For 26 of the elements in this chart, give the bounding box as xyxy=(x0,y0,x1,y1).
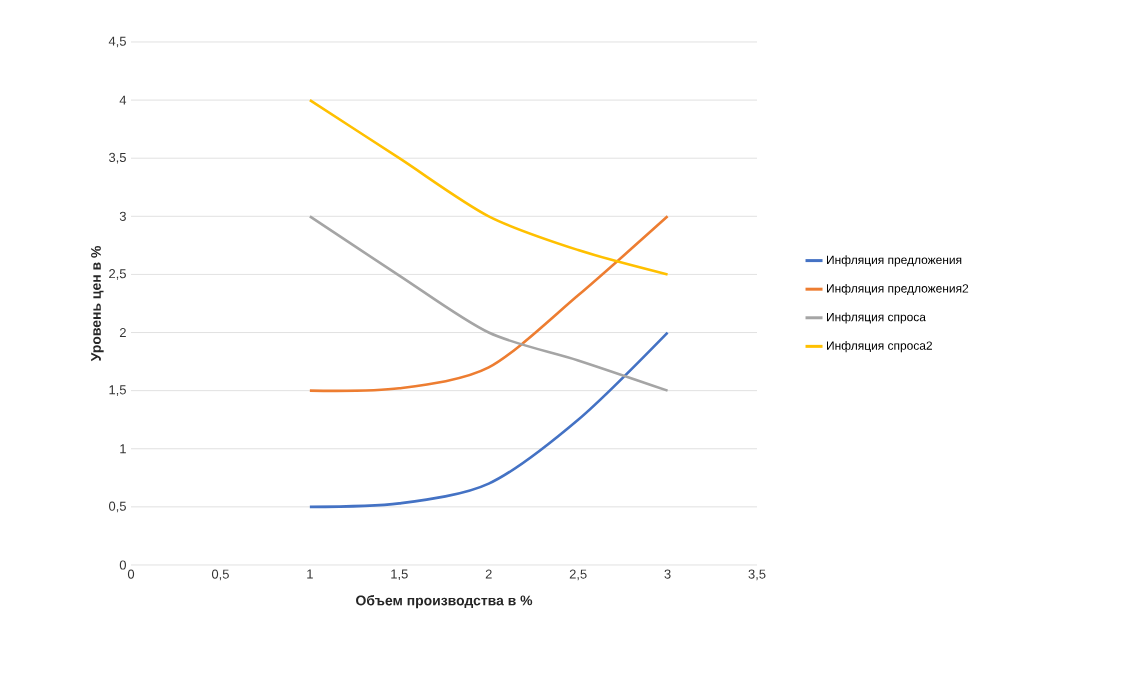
y-tick-label: 2 xyxy=(119,328,126,338)
line-series xyxy=(308,331,669,509)
x-tick-label: 0,5 xyxy=(211,569,229,581)
legend-label: Инфляция спроса xyxy=(827,312,926,324)
x-tick-label: 2 xyxy=(485,569,492,579)
x-tick-label: 3,5 xyxy=(748,569,766,581)
y-tick-label: 0,5 xyxy=(108,501,126,513)
y-tick-label: 2,5 xyxy=(109,269,126,280)
y-axis-title: Уровень цен в % xyxy=(91,246,104,362)
y-tick-label: 3,5 xyxy=(108,152,126,164)
y-tick-label: 1,5 xyxy=(109,385,126,396)
y-tick-label: 3 xyxy=(119,211,126,221)
legend-label: Инфляция предложения xyxy=(827,255,962,267)
y-tick-label: 4,5 xyxy=(108,36,126,48)
x-tick-label: 3 xyxy=(664,569,671,579)
x-tick-label: 1,5 xyxy=(391,569,408,581)
legend-label: Инфляция предложения2 xyxy=(827,283,969,296)
y-tick-label: 1 xyxy=(120,444,126,454)
line-series xyxy=(308,98,669,276)
x-axis-title: Объем производства в % xyxy=(356,595,533,609)
y-tick-label: 0 xyxy=(119,560,126,570)
y-tick-label: 4 xyxy=(119,95,127,105)
legend-label: Инфляция спроса2 xyxy=(827,341,932,353)
x-tick-label: 1 xyxy=(307,569,313,579)
x-tick-label: 2,5 xyxy=(569,569,587,581)
x-tick-label: 0 xyxy=(127,569,135,579)
